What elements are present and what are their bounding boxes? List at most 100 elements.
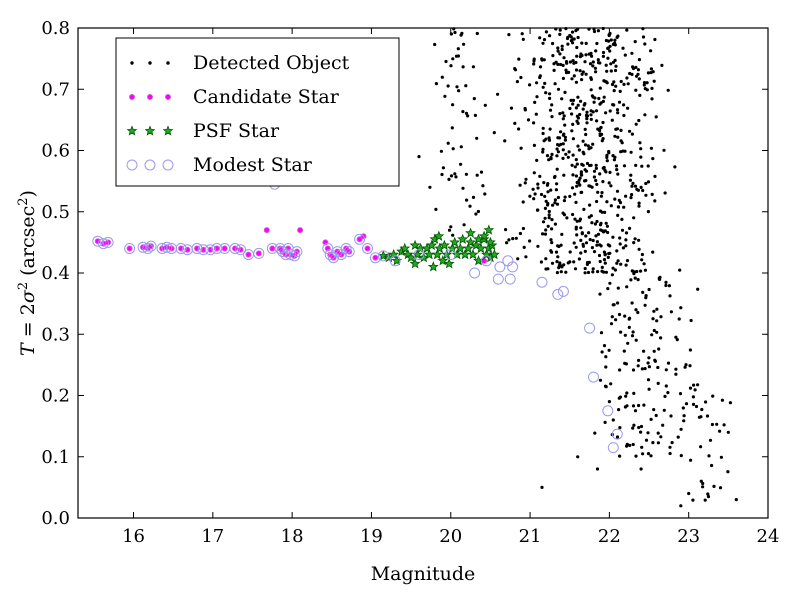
detected-object-point bbox=[603, 210, 607, 214]
detected-object-point bbox=[646, 378, 651, 382]
candidate-star-point bbox=[221, 245, 228, 252]
detected-object-point bbox=[555, 167, 559, 171]
detected-object-point bbox=[562, 114, 566, 118]
detected-object-point bbox=[694, 404, 699, 409]
detected-object-point bbox=[616, 259, 620, 263]
detected-object-point bbox=[550, 218, 554, 222]
detected-object-point bbox=[636, 364, 640, 368]
detected-object-point bbox=[651, 70, 655, 74]
detected-object-point bbox=[643, 113, 647, 117]
detected-object-point bbox=[492, 131, 496, 135]
detected-object-point bbox=[571, 173, 575, 177]
detected-object-point bbox=[543, 81, 547, 85]
detected-object-point bbox=[630, 193, 634, 197]
detected-object-point bbox=[584, 113, 589, 117]
detected-object-point bbox=[585, 161, 590, 166]
detected-object-point bbox=[677, 317, 681, 321]
detected-object-point bbox=[476, 209, 480, 214]
detected-object-point bbox=[526, 118, 531, 122]
modest-star-point bbox=[469, 267, 481, 279]
detected-object-point bbox=[614, 64, 618, 68]
detected-object-point bbox=[461, 186, 465, 190]
detected-object-point bbox=[541, 41, 545, 45]
detected-object-point bbox=[643, 87, 647, 91]
detected-object-point bbox=[550, 261, 555, 265]
detected-object-point bbox=[608, 109, 612, 113]
detected-object-point bbox=[718, 429, 722, 433]
detected-object-point bbox=[599, 331, 604, 335]
detected-object-point bbox=[561, 133, 566, 137]
detected-object-point bbox=[618, 426, 622, 430]
detected-object-point bbox=[607, 181, 611, 185]
detected-object-point bbox=[644, 193, 648, 197]
detected-object-point bbox=[417, 155, 421, 159]
legend-label-modest: Modest Star bbox=[193, 154, 313, 176]
y-tick-label: 0.5 bbox=[41, 202, 70, 223]
detected-object-point bbox=[613, 38, 617, 42]
detected-object-point bbox=[561, 111, 565, 115]
detected-object-point bbox=[659, 435, 663, 439]
detected-object-point bbox=[637, 403, 641, 408]
detected-object-point bbox=[606, 243, 610, 247]
detected-object-point bbox=[636, 68, 641, 72]
detected-object-point bbox=[589, 76, 593, 80]
detected-object-point bbox=[640, 252, 645, 257]
legend-marker-modest bbox=[126, 159, 138, 171]
detected-object-point bbox=[574, 80, 579, 84]
detected-object-point bbox=[616, 172, 620, 176]
modest-star-point bbox=[552, 288, 564, 300]
detected-object-point bbox=[579, 190, 583, 195]
modest-star-point bbox=[362, 243, 373, 254]
detected-object-point bbox=[620, 228, 625, 232]
detected-object-point bbox=[696, 287, 700, 291]
detected-object-point bbox=[549, 157, 553, 161]
detected-object-point bbox=[653, 37, 657, 42]
detected-object-point bbox=[538, 36, 542, 40]
candidate-star-point bbox=[245, 251, 252, 258]
detected-object-point bbox=[615, 168, 619, 172]
detected-object-point bbox=[610, 273, 615, 277]
modest-star-point bbox=[137, 241, 149, 253]
modest-star-point bbox=[191, 243, 203, 254]
detected-object-point bbox=[554, 250, 559, 254]
detected-object-point bbox=[598, 378, 603, 382]
detected-object-point bbox=[700, 407, 704, 412]
detected-object-point bbox=[574, 29, 578, 33]
detected-object-point bbox=[633, 409, 638, 413]
detected-object-point bbox=[521, 226, 526, 231]
detected-object-point bbox=[611, 303, 615, 307]
modest-star-point bbox=[253, 247, 265, 259]
detected-object-point bbox=[579, 251, 583, 255]
detected-object-point bbox=[575, 45, 579, 50]
detected-object-point bbox=[635, 187, 639, 191]
detected-object-point bbox=[624, 231, 629, 235]
detected-object-point bbox=[583, 271, 587, 275]
detected-object-point bbox=[443, 94, 447, 98]
detected-object-point bbox=[659, 336, 663, 340]
detected-object-point bbox=[666, 88, 670, 92]
detected-object-point bbox=[461, 65, 465, 69]
detected-object-point bbox=[726, 470, 730, 474]
detected-object-point bbox=[617, 100, 622, 104]
y-axis-label-units-open: (arcsec bbox=[17, 206, 39, 282]
detected-object-point bbox=[576, 35, 580, 40]
modest-star-point bbox=[611, 428, 623, 440]
detected-object-point bbox=[556, 87, 561, 91]
detected-object-point bbox=[579, 238, 583, 242]
detected-object-point bbox=[577, 148, 582, 152]
psf-star-point bbox=[488, 248, 500, 260]
detected-object-point bbox=[563, 138, 568, 142]
detected-object-point bbox=[560, 47, 564, 52]
detected-object-point bbox=[636, 310, 640, 315]
detected-object-point bbox=[609, 62, 613, 66]
detected-object-point bbox=[594, 70, 598, 74]
detected-object-point bbox=[706, 492, 710, 496]
detected-object-point bbox=[558, 28, 562, 32]
detected-object-point bbox=[583, 143, 588, 147]
detected-object-point bbox=[593, 66, 598, 70]
modest-star-point bbox=[480, 255, 492, 267]
detected-object-point bbox=[546, 224, 550, 228]
detected-object-point bbox=[632, 241, 636, 245]
detected-object-point bbox=[666, 361, 671, 365]
